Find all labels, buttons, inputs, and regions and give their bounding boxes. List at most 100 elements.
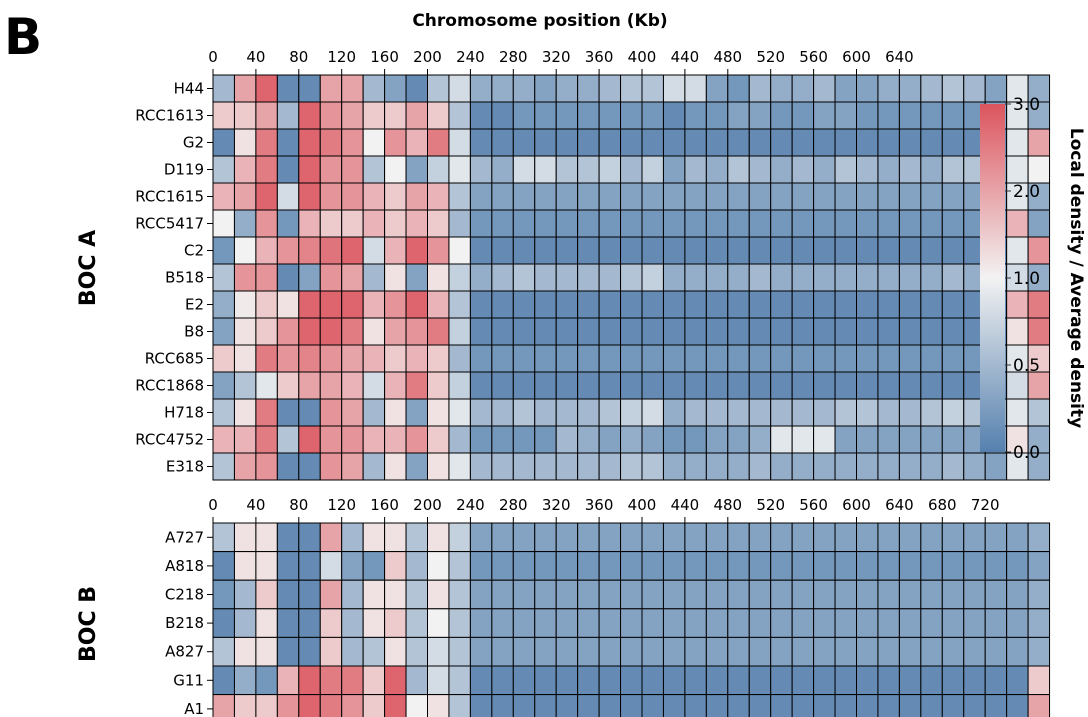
- heatmap-cell: [362, 74, 386, 103]
- heatmap-cell: [448, 398, 471, 427]
- heatmap-cell: [469, 128, 493, 157]
- heatmap-cell: [920, 290, 943, 319]
- heatmap-cell: [362, 665, 386, 696]
- heatmap-cell: [856, 371, 879, 400]
- heatmap-cell: [1027, 128, 1051, 157]
- heatmap-cell: [276, 636, 300, 667]
- heatmap-cell: [598, 551, 622, 581]
- heatmap-cell: [856, 317, 879, 346]
- heatmap-cell: [341, 694, 364, 717]
- x-tick-label: 200: [413, 48, 442, 66]
- heatmap-cell: [684, 317, 707, 346]
- heatmap-cell: [898, 551, 922, 581]
- heatmap-cell: [813, 317, 836, 346]
- heatmap-cell: [405, 608, 428, 638]
- heatmap-cell: [427, 608, 450, 638]
- heatmap-cell: [791, 155, 815, 184]
- heatmap-cell: [813, 236, 836, 265]
- heatmap-cell: [791, 128, 815, 157]
- heatmap-cell: [255, 209, 278, 238]
- heatmap-cell: [555, 452, 579, 481]
- heatmap-cell: [684, 155, 707, 184]
- heatmap-cell: [427, 398, 450, 427]
- heatmap-cell: [598, 263, 622, 292]
- heatmap-cell: [448, 608, 471, 638]
- heatmap-cell: [427, 694, 450, 717]
- heatmap-cell: [427, 74, 450, 103]
- colorbar-gradient: [980, 104, 1005, 452]
- heatmap-cell: [362, 128, 386, 157]
- heatmap-cell: [662, 398, 686, 427]
- heatmap-cell: [856, 128, 879, 157]
- heatmap-cell: [276, 579, 300, 610]
- heatmap-cell: [233, 128, 257, 157]
- heatmap-cell: [620, 665, 643, 696]
- heatmap-cell: [341, 665, 364, 696]
- heatmap-cell: [834, 425, 857, 454]
- heatmap-cell: [577, 182, 600, 211]
- heatmap-cell: [1006, 290, 1029, 319]
- heatmap-cell: [705, 636, 729, 667]
- x-tick-label: 440: [671, 496, 700, 514]
- heatmap-cell: [813, 290, 836, 319]
- heatmap-cell: [341, 425, 364, 454]
- heatmap-cell: [1006, 636, 1029, 667]
- heatmap-cell: [984, 636, 1008, 667]
- heatmap-cell: [620, 290, 643, 319]
- heatmap-cell: [362, 290, 386, 319]
- heatmap-cell: [405, 579, 428, 610]
- heatmap-cell: [212, 522, 235, 553]
- heatmap-cell: [1027, 522, 1051, 553]
- heatmap-cell: [598, 101, 622, 130]
- heatmap-cell: [727, 236, 750, 265]
- heatmap-cell: [941, 551, 965, 581]
- heatmap-cell: [276, 344, 300, 373]
- heatmap-cell: [255, 398, 278, 427]
- heatmap-cell: [233, 344, 257, 373]
- x-tick-label: 440: [671, 48, 700, 66]
- heatmap-cell: [834, 344, 857, 373]
- heatmap-cell: [491, 317, 514, 346]
- heatmap-cell: [727, 398, 750, 427]
- heatmap-cell: [941, 209, 965, 238]
- heatmap-cell: [341, 371, 364, 400]
- heatmap-cell: [577, 317, 600, 346]
- heatmap-cell: [813, 344, 836, 373]
- heatmap-cell: [512, 665, 536, 696]
- heatmap-cell: [555, 74, 579, 103]
- heatmap-cell: [727, 182, 750, 211]
- heatmap-cell: [834, 128, 857, 157]
- heatmap-cell: [856, 551, 879, 581]
- heatmap-cell: [727, 452, 750, 481]
- heatmap-cell: [920, 551, 943, 581]
- heatmap-cell: [834, 371, 857, 400]
- heatmap-cell: [941, 290, 965, 319]
- heatmap-cell: [834, 608, 857, 638]
- heatmap-cell: [898, 636, 922, 667]
- colorbar-tick-label: 0.5: [1013, 356, 1040, 376]
- heatmap-cell: [448, 74, 471, 103]
- heatmap-cell: [384, 182, 407, 211]
- heatmap-cell: [920, 398, 943, 427]
- y-tick-label: RCC4752: [135, 431, 204, 449]
- heatmap-cell: [856, 263, 879, 292]
- heatmap-cell: [941, 101, 965, 130]
- heatmap-cell: [319, 579, 343, 610]
- heatmap-cell: [255, 74, 278, 103]
- heatmap-cell: [684, 344, 707, 373]
- heatmap-cell: [276, 452, 300, 481]
- heatmap-cell: [491, 236, 514, 265]
- heatmap-cell: [255, 452, 278, 481]
- heatmap-cell: [255, 522, 278, 553]
- heatmap-cell: [684, 101, 707, 130]
- heatmap-cell: [319, 209, 343, 238]
- heatmap-cell: [212, 425, 235, 454]
- heatmap-cell: [212, 579, 235, 610]
- heatmap-cell: [384, 579, 407, 610]
- heatmap-cell: [684, 236, 707, 265]
- heatmap-cell: [941, 522, 965, 553]
- heatmap-cell: [319, 74, 343, 103]
- heatmap-cell: [705, 425, 729, 454]
- heatmap-cell: [877, 236, 900, 265]
